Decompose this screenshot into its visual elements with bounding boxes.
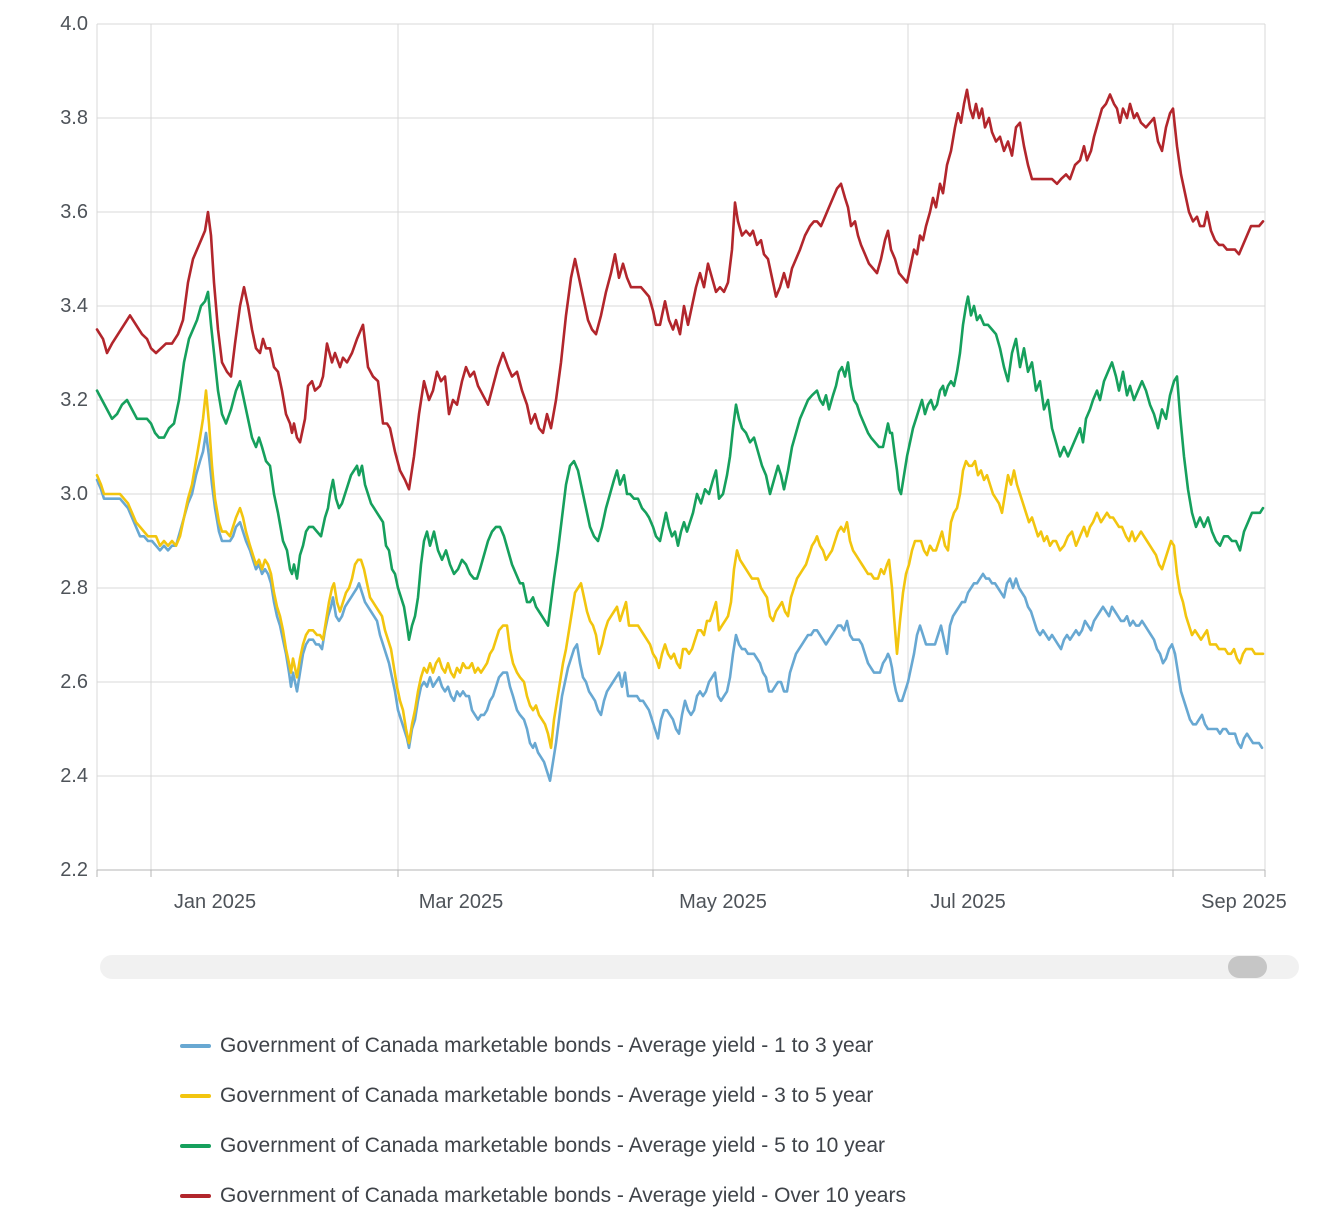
navigator-scrollbar-handle[interactable] — [1228, 956, 1267, 978]
legend-swatch-5to10 — [180, 1144, 211, 1148]
legend-swatch-over10 — [180, 1194, 211, 1198]
y-axis-label: 2.4 — [60, 765, 88, 787]
y-axis-label: 3.0 — [60, 483, 88, 505]
series-line-3to5 — [95, 389, 1265, 750]
y-axis-label: 2.8 — [60, 577, 88, 599]
y-axis-label: 3.4 — [60, 295, 88, 317]
x-axis-label: Mar 2025 — [418, 891, 504, 913]
legend-swatch-1to3 — [180, 1044, 211, 1048]
series-line-1to3 — [95, 431, 1264, 783]
y-axis-label: 3.2 — [60, 389, 88, 411]
legend-item-1to3[interactable]: Government of Canada marketable bonds - … — [180, 1021, 906, 1071]
legend-label: Government of Canada marketable bonds - … — [220, 1034, 874, 1057]
y-axis-label: 2.6 — [60, 671, 88, 693]
legend-label: Government of Canada marketable bonds - … — [220, 1084, 874, 1107]
navigator-scrollbar-track[interactable] — [100, 955, 1299, 979]
x-axis-label: May 2025 — [679, 891, 767, 913]
legend: Government of Canada marketable bonds - … — [180, 1021, 906, 1221]
series-line-over10 — [95, 88, 1265, 491]
legend-swatch-3to5 — [180, 1094, 211, 1098]
y-axis-label: 3.6 — [60, 201, 88, 223]
y-axis-label: 4.0 — [60, 13, 88, 35]
legend-item-3to5[interactable]: Government of Canada marketable bonds - … — [180, 1071, 906, 1121]
x-axis-label: Jan 2025 — [173, 891, 257, 913]
y-axis-label: 2.2 — [60, 859, 88, 881]
legend-item-over10[interactable]: Government of Canada marketable bonds - … — [180, 1171, 906, 1221]
yield-chart[interactable]: 4.0 3.8 3.6 3.4 3.2 3.0 2.8 2.6 2.4 2.2 Jan 2025 M… — [0, 0, 1337, 940]
legend-label: Government of Canada marketable bonds - … — [220, 1134, 885, 1157]
legend-label: Government of Canada marketable bonds - … — [220, 1184, 906, 1207]
y-axis-label: 3.8 — [60, 107, 88, 129]
plot-area[interactable] — [0, 0, 1337, 940]
series-line-5to10 — [95, 290, 1265, 642]
x-axis-label: Jul 2025 — [930, 891, 1006, 913]
legend-item-5to10[interactable]: Government of Canada marketable bonds - … — [180, 1121, 906, 1171]
x-axis-label: Sep 2025 — [1201, 891, 1287, 913]
